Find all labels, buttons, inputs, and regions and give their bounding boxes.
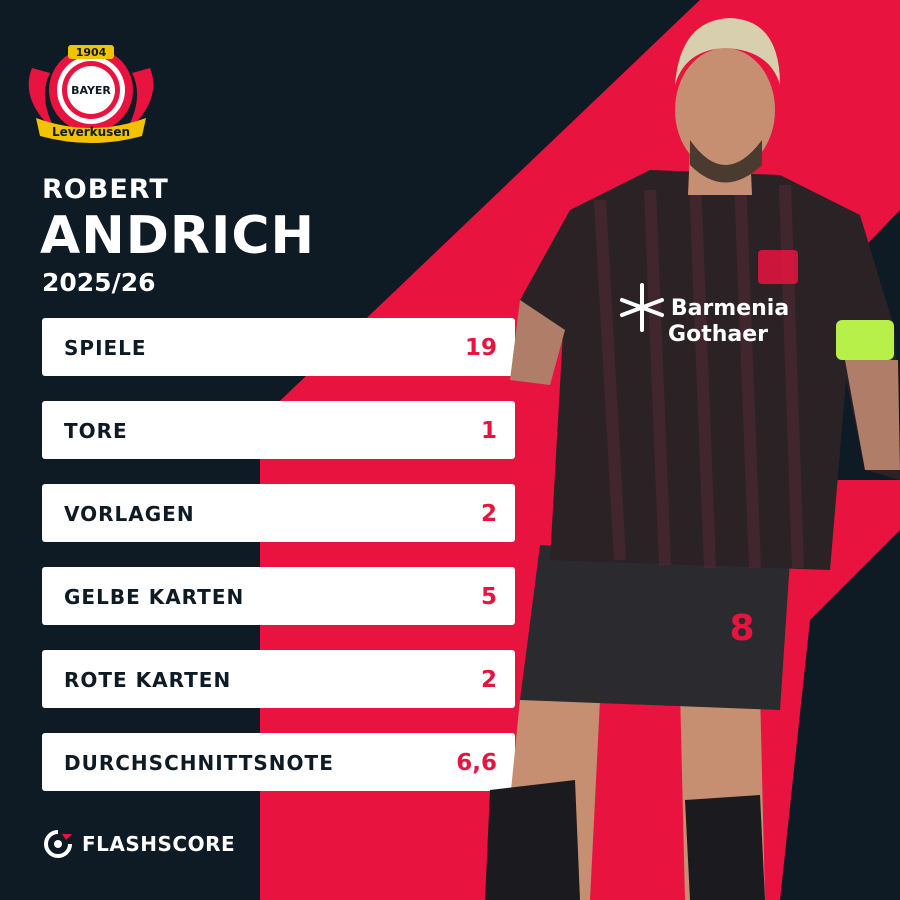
stat-label: ROTE KARTEN [64,668,232,692]
shirt-sponsor-line1: Barmenia [671,296,789,321]
shirt-crest-icon [758,250,798,284]
logo-banner: Leverkusen [52,125,130,139]
stat-value: 19 [464,335,497,361]
flashscore-wordmark: FLASHSCORE [82,832,236,856]
stat-value: 2 [480,667,497,693]
season-label: 2025/26 [42,268,156,297]
shirt-number: 8 [729,608,754,649]
stat-row: SPIELE 19 [42,318,515,376]
stat-row: DURCHSCHNITTSNOTE 6,6 [42,733,515,791]
stat-label: SPIELE [64,336,147,360]
stat-row: ROTE KARTEN 2 [42,650,515,708]
stat-label: TORE [64,419,128,443]
flashscore-brand: FLASHSCORE [42,828,236,860]
player-photo: 8 Barmenia Gothaer [485,18,900,900]
stat-row: TORE 1 [42,401,515,459]
sponsor-star-icon [620,283,664,332]
stat-value: 5 [480,584,497,610]
stat-label: DURCHSCHNITTSNOTE [64,751,334,775]
stat-value: 2 [480,501,497,527]
club-logo: 1904 BAYER Leverkusen [28,45,154,143]
shirt-sponsor-line2: Gothaer [668,322,768,347]
player-last-name: ANDRICH [40,206,315,266]
stat-value: 1 [480,418,497,444]
stats-list: SPIELE 19 TORE 1 VORLAGEN 2 GELBE KARTEN… [42,318,515,816]
stat-value: 6,6 [456,750,497,776]
stat-label: VORLAGEN [64,502,195,526]
logo-bayer-horizontal: BAYER [71,84,111,97]
player-first-name: ROBERT [42,174,169,205]
stat-row: VORLAGEN 2 [42,484,515,542]
flashscore-icon [44,830,72,858]
stat-row: GELBE KARTEN 5 [42,567,515,625]
captain-armband [836,320,894,360]
logo-year: 1904 [76,46,107,59]
stat-label: GELBE KARTEN [64,585,245,609]
